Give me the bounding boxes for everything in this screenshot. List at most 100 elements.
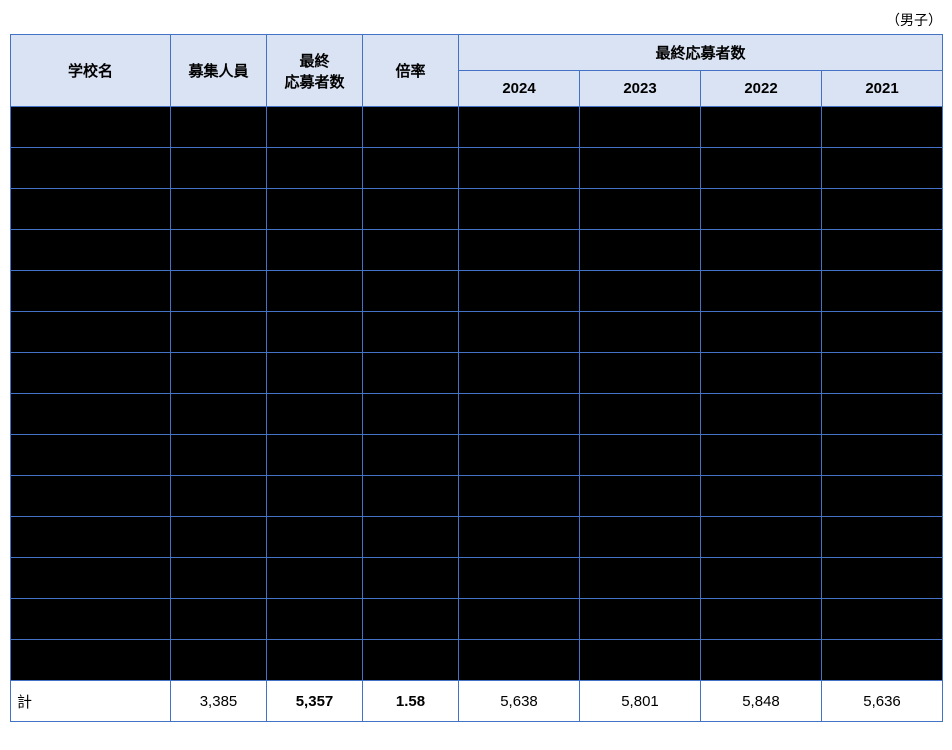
redacted-cell <box>459 640 580 681</box>
redacted-cell <box>171 640 267 681</box>
total-row: 計 3,385 5,357 1.58 5,638 5,801 5,848 5,6… <box>11 681 943 722</box>
redacted-cell <box>11 558 171 599</box>
redacted-cell <box>11 148 171 189</box>
col-header-ratio: 倍率 <box>363 35 459 107</box>
table-row <box>11 107 943 148</box>
redacted-cell <box>580 435 701 476</box>
table-row <box>11 517 943 558</box>
redacted-cell <box>580 476 701 517</box>
table-row <box>11 640 943 681</box>
redacted-cell <box>171 476 267 517</box>
redacted-cell <box>11 189 171 230</box>
total-ratio: 1.58 <box>363 681 459 722</box>
redacted-cell <box>11 599 171 640</box>
redacted-cell <box>267 599 363 640</box>
redacted-cell <box>267 271 363 312</box>
redacted-cell <box>459 271 580 312</box>
redacted-cell <box>11 271 171 312</box>
redacted-cell <box>363 271 459 312</box>
redacted-cell <box>459 394 580 435</box>
total-2021: 5,636 <box>822 681 943 722</box>
redacted-cell <box>822 640 943 681</box>
redacted-cell <box>171 189 267 230</box>
redacted-cell <box>701 640 822 681</box>
redacted-cell <box>171 435 267 476</box>
redacted-cell <box>580 517 701 558</box>
redacted-cell <box>459 476 580 517</box>
total-capacity: 3,385 <box>171 681 267 722</box>
redacted-cell <box>459 148 580 189</box>
table-row <box>11 353 943 394</box>
redacted-cell <box>171 312 267 353</box>
redacted-cell <box>363 312 459 353</box>
col-header-school: 学校名 <box>11 35 171 107</box>
total-2024: 5,638 <box>459 681 580 722</box>
redacted-cell <box>701 189 822 230</box>
col-header-final: 最終 応募者数 <box>267 35 363 107</box>
redacted-cell <box>267 640 363 681</box>
redacted-cell <box>822 230 943 271</box>
redacted-cell <box>822 107 943 148</box>
redacted-cell <box>822 435 943 476</box>
redacted-cell <box>267 435 363 476</box>
table-row <box>11 148 943 189</box>
redacted-cell <box>580 394 701 435</box>
redacted-cell <box>267 394 363 435</box>
redacted-cell <box>822 558 943 599</box>
redacted-cell <box>459 599 580 640</box>
redacted-cell <box>363 230 459 271</box>
redacted-cell <box>171 558 267 599</box>
redacted-cell <box>580 271 701 312</box>
redacted-cell <box>363 599 459 640</box>
redacted-cell <box>11 107 171 148</box>
redacted-cell <box>171 107 267 148</box>
table-body <box>11 107 943 681</box>
redacted-cell <box>580 312 701 353</box>
redacted-cell <box>171 599 267 640</box>
redacted-cell <box>267 189 363 230</box>
table-row <box>11 230 943 271</box>
redacted-cell <box>267 230 363 271</box>
redacted-cell <box>822 394 943 435</box>
col-header-history-group: 最終応募者数 <box>459 35 943 71</box>
redacted-cell <box>459 435 580 476</box>
table-row <box>11 312 943 353</box>
redacted-cell <box>11 517 171 558</box>
table-row <box>11 476 943 517</box>
col-header-2021: 2021 <box>822 71 943 107</box>
redacted-cell <box>701 517 822 558</box>
redacted-cell <box>459 230 580 271</box>
redacted-cell <box>363 394 459 435</box>
redacted-cell <box>171 394 267 435</box>
col-header-2024: 2024 <box>459 71 580 107</box>
redacted-cell <box>363 148 459 189</box>
redacted-cell <box>701 394 822 435</box>
redacted-cell <box>11 312 171 353</box>
redacted-cell <box>822 148 943 189</box>
redacted-cell <box>363 189 459 230</box>
redacted-cell <box>171 271 267 312</box>
redacted-cell <box>459 353 580 394</box>
redacted-cell <box>580 558 701 599</box>
redacted-cell <box>701 107 822 148</box>
redacted-cell <box>580 640 701 681</box>
redacted-cell <box>171 148 267 189</box>
redacted-cell <box>363 640 459 681</box>
redacted-cell <box>11 435 171 476</box>
redacted-cell <box>701 148 822 189</box>
redacted-cell <box>580 189 701 230</box>
col-header-2022: 2022 <box>701 71 822 107</box>
redacted-cell <box>459 312 580 353</box>
redacted-cell <box>701 435 822 476</box>
redacted-cell <box>822 189 943 230</box>
table-row <box>11 394 943 435</box>
redacted-cell <box>11 640 171 681</box>
table-row <box>11 599 943 640</box>
redacted-cell <box>363 517 459 558</box>
redacted-cell <box>267 476 363 517</box>
redacted-cell <box>580 148 701 189</box>
redacted-cell <box>822 476 943 517</box>
redacted-cell <box>363 107 459 148</box>
redacted-cell <box>822 353 943 394</box>
table-row <box>11 435 943 476</box>
